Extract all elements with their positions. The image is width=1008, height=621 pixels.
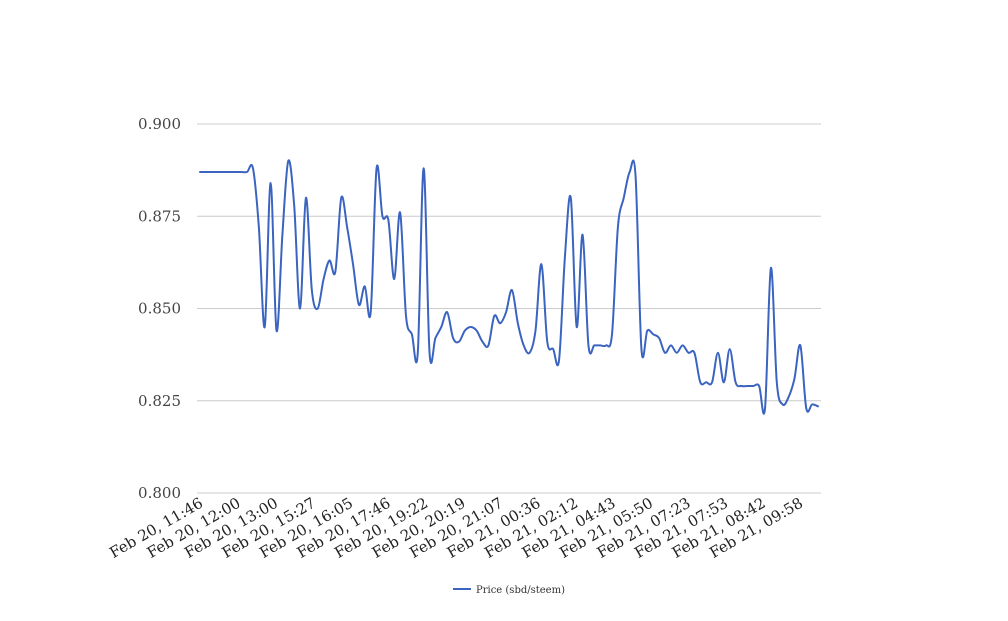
y-tick-label: 0.875 <box>138 207 181 225</box>
legend: Price (sbd/steem) <box>453 585 565 596</box>
y-tick-label: 0.825 <box>138 392 181 410</box>
y-tick-label: 0.850 <box>138 300 181 318</box>
y-tick-label: 0.800 <box>138 484 181 502</box>
series-layer <box>199 159 819 415</box>
y-tick-label: 0.900 <box>138 115 181 133</box>
legend-label: Price (sbd/steem) <box>476 585 565 596</box>
grid-lines <box>197 123 821 494</box>
y-axis-ticks: 0.800 0.825 0.850 0.875 0.900 <box>138 115 181 502</box>
series-line <box>199 159 819 415</box>
